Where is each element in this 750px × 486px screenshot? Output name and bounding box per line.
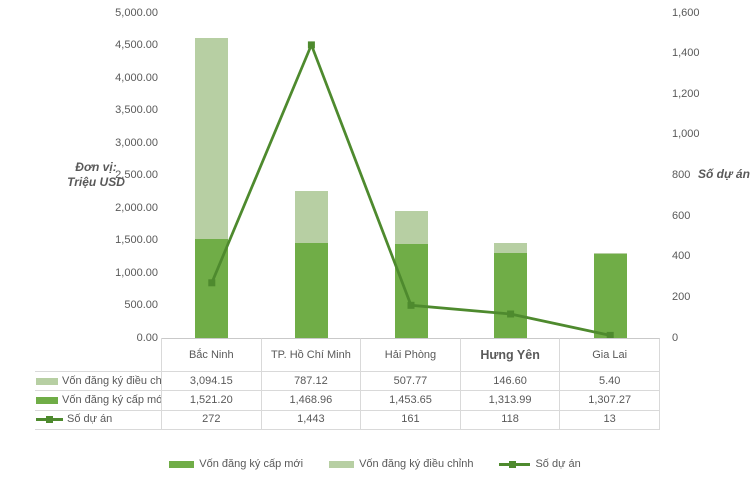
left-axis-tick-label: 3,000.00 [115, 136, 158, 149]
left-axis-tick-label: 2,000.00 [115, 201, 158, 214]
left-axis-tick-label: 5,000.00 [115, 6, 158, 19]
table-value-cell: 1,307.27 [560, 391, 660, 411]
bar-segment-cap-moi[interactable] [294, 242, 328, 338]
table-value-cell: 272 [162, 410, 262, 430]
bar-segment-cap-moi[interactable] [593, 253, 627, 338]
legend-swatch-icon [169, 460, 195, 468]
legend-item-label: Vốn đăng ký cấp mới [199, 458, 304, 470]
table-row-label: Vốn đăng ký cấp mới [35, 391, 162, 411]
left-axis-tick-label: 4,500.00 [115, 39, 158, 51]
data-table: Bắc Ninh TP. Hồ Chí Minh Hải Phòng Hưng Yên… [35, 338, 660, 430]
category-header-cell: Bắc Ninh [162, 338, 262, 372]
left-axis-title: Đơn vị: Triệu USD [52, 160, 140, 190]
table-value-cell: 3,094.15 [162, 372, 262, 392]
category-header-cell: Hải Phòng [361, 338, 461, 372]
bar-segment-cap-moi[interactable] [394, 243, 428, 338]
right-axis-tick-label: 200 [672, 290, 691, 303]
right-axis-tick-label: 0 [672, 331, 679, 344]
left-axis-tick-label: 1,000.00 [115, 266, 158, 279]
table-value-cell: 13 [560, 410, 660, 430]
legend-item-line[interactable]: Số dự án [499, 458, 581, 470]
right-axis-tick-label: 400 [672, 250, 691, 263]
row-key-swatch-icon [36, 377, 58, 385]
line-marker[interactable] [208, 279, 216, 287]
bar-segment-dieu-chinh[interactable] [494, 243, 528, 253]
table-value-cell: 146.60 [460, 372, 561, 392]
table-value-cell: 1,468.96 [261, 391, 362, 411]
bar-segment-dieu-chinh[interactable] [294, 191, 328, 243]
row-key-swatch-icon [36, 396, 58, 404]
category-header-cell: TP. Hồ Chí Minh [261, 338, 362, 372]
table-value-cell: 507.77 [361, 372, 461, 392]
right-axis-tick-label: 1,600 [672, 6, 700, 19]
line-marker[interactable] [606, 331, 614, 339]
left-axis-tick-label: 4,000.00 [115, 71, 158, 84]
table-row-label-text: Số dự án [67, 413, 113, 426]
table-value-cell: 1,453.65 [361, 391, 461, 411]
left-axis-tick-label: 500.00 [124, 299, 158, 311]
left-axis-tick-label: 0.00 [136, 331, 158, 344]
legend-item-label: Vốn đăng ký điều chỉnh [359, 458, 474, 470]
plot-area [162, 13, 660, 339]
line-series-so-du-an[interactable] [210, 41, 611, 337]
bar-segment-cap-moi[interactable] [494, 252, 528, 338]
legend: Vốn đăng ký cấp mới Vốn đăng ký điều chỉn… [0, 458, 750, 470]
left-axis-tick-label: 2,500.00 [115, 169, 158, 181]
line-key-marker [46, 416, 53, 424]
table-value-cell: 5.40 [560, 372, 660, 392]
table-corner-cell [35, 338, 162, 372]
left-axis-tick-label: 1,500.00 [115, 234, 158, 246]
table-value-cell: 1,521.20 [162, 391, 262, 411]
table-row-label-text: Vốn đăng ký cấp mới [62, 393, 162, 406]
table-value-cell: 1,313.99 [460, 391, 561, 411]
table-row-label: Vốn đăng ký điều chỉnh [35, 372, 162, 392]
right-axis-tick-label: 600 [672, 209, 691, 222]
right-axis-tick-label: 1,000 [672, 128, 700, 141]
table-value-cell: 118 [460, 410, 561, 430]
bar-segment-dieu-chinh[interactable] [394, 210, 428, 244]
right-axis-tick-label: 1,400 [672, 47, 700, 60]
table-row-label-text: Vốn đăng ký điều chỉnh [62, 374, 162, 387]
line-marker[interactable] [407, 301, 415, 309]
legend-item-label: Số dự án [535, 458, 581, 470]
legend-item-dark[interactable]: Vốn đăng ký cấp mới [169, 458, 303, 470]
right-axis-tick-label: 1,200 [672, 87, 700, 100]
legend-line-key-icon [499, 460, 531, 469]
right-axis-tick-label: 800 [672, 169, 691, 181]
right-axis-title: Số dự án [698, 167, 750, 181]
line-series-layer [208, 41, 614, 339]
left-axis-title-line1: Đơn vị: [75, 160, 117, 174]
row-key-line-key-icon [36, 415, 63, 424]
table-value-cell: 787.12 [261, 372, 362, 392]
category-header-cell: Gia Lai [560, 338, 660, 372]
table-value-cell: 1,443 [261, 410, 362, 430]
line-key-marker [509, 460, 517, 468]
bar-segment-dieu-chinh[interactable] [195, 38, 229, 240]
table-value-cell: 161 [361, 410, 461, 430]
line-marker[interactable] [307, 41, 315, 49]
category-header-cell: Hưng Yên [460, 338, 561, 372]
line-marker[interactable] [507, 310, 515, 318]
left-axis-title-line2: Triệu USD [67, 175, 125, 189]
left-axis-tick-label: 3,500.00 [115, 104, 158, 116]
legend-item-light[interactable]: Vốn đăng ký điều chỉnh [329, 458, 473, 470]
table-row-label: Số dự án [35, 410, 162, 430]
legend-swatch-icon [329, 460, 355, 468]
